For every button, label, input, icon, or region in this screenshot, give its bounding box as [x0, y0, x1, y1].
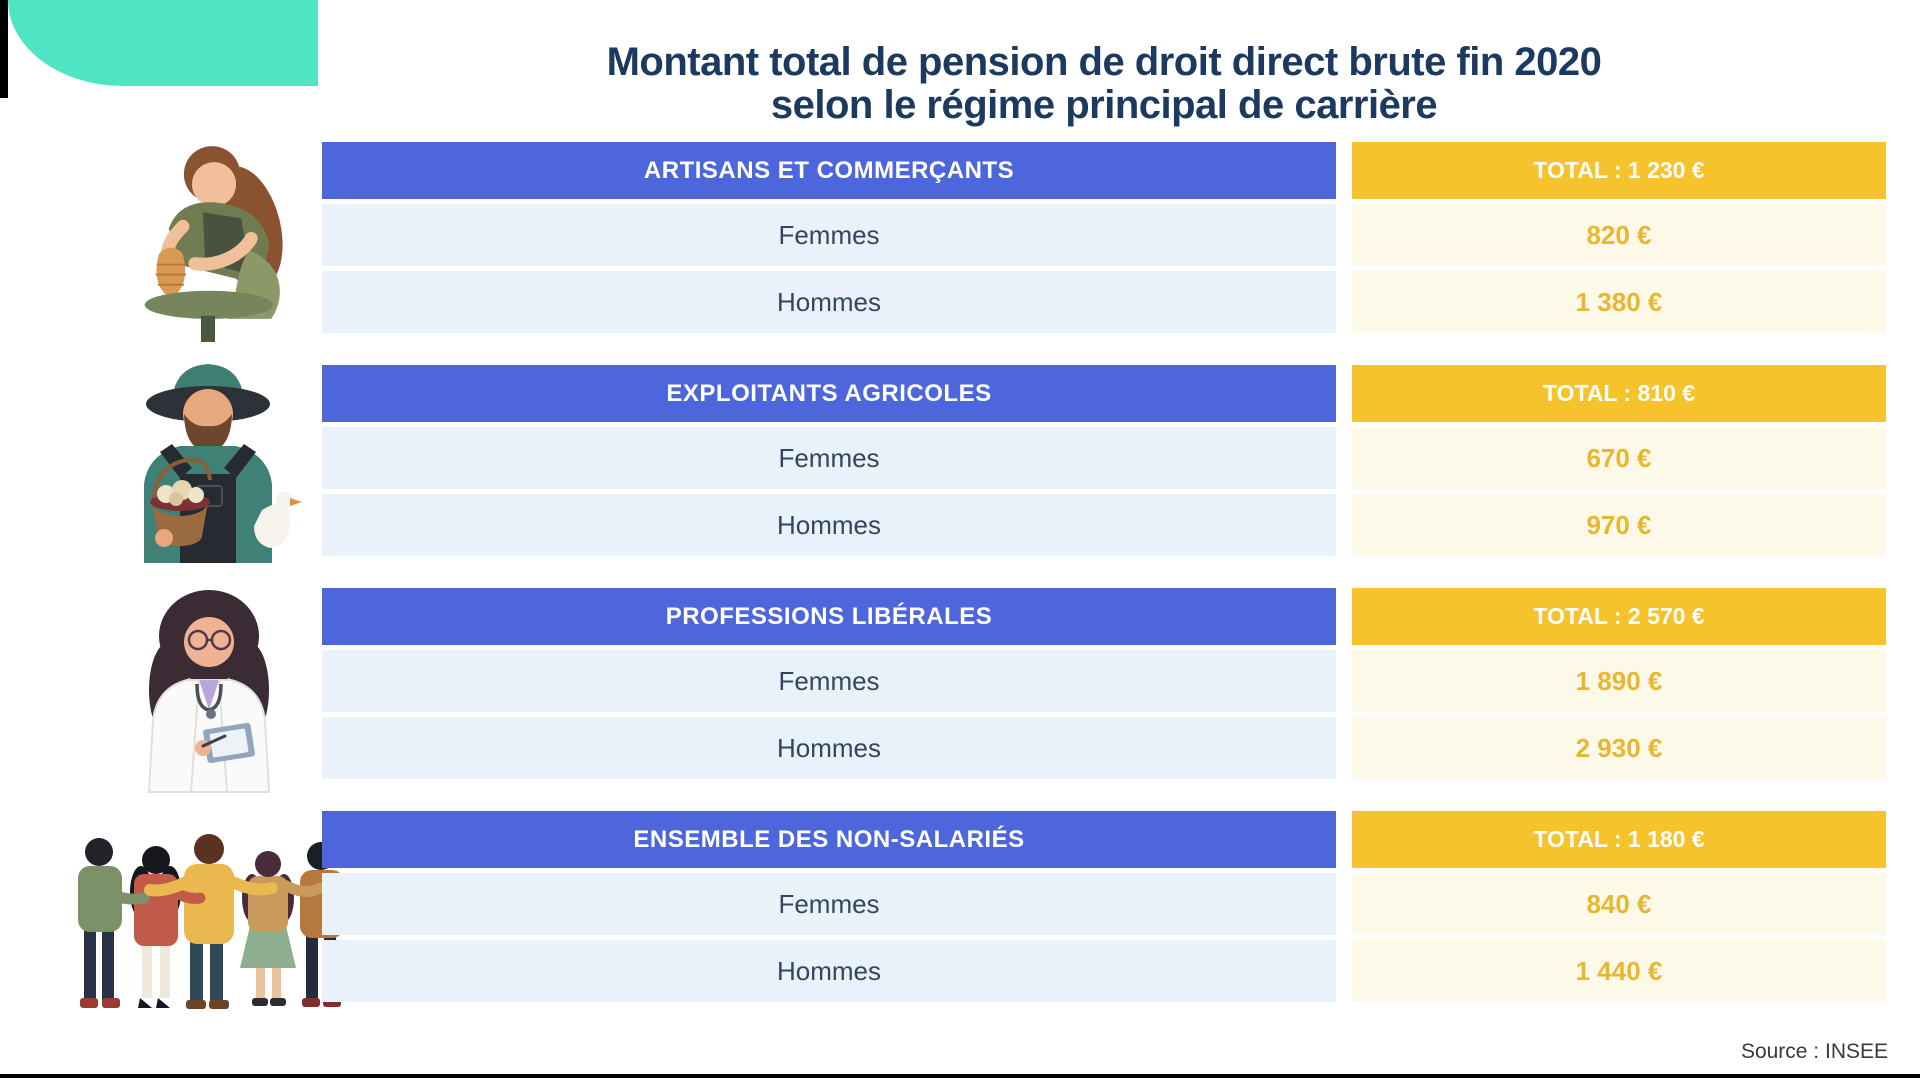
row-label-hommes: Hommes: [322, 940, 1336, 1002]
row-label-hommes: Hommes: [322, 717, 1336, 779]
section-ensemble-des-non-salaries: ENSEMBLE DES NON-SALARIÉS TOTAL : 1 180 …: [322, 811, 1886, 1002]
group-of-people-illustration: [78, 834, 344, 1009]
row-value-hommes: 1 380 €: [1352, 271, 1886, 333]
row-label-hommes: Hommes: [322, 271, 1336, 333]
row-value-hommes: 1 440 €: [1352, 940, 1886, 1002]
bottom-border-line: [0, 1074, 1920, 1078]
doctor-woman-illustration: [147, 590, 271, 793]
row-label-hommes: Hommes: [322, 494, 1336, 556]
row-value-hommes: 2 930 €: [1352, 717, 1886, 779]
row-value-hommes: 970 €: [1352, 494, 1886, 556]
section-total-badge: TOTAL : 1 230 €: [1352, 142, 1886, 199]
sections-container: ARTISANS ET COMMERÇANTS TOTAL : 1 230 € …: [322, 142, 1886, 1034]
row-label-femmes: Femmes: [322, 873, 1336, 935]
section-artisans-et-commercants: ARTISANS ET COMMERÇANTS TOTAL : 1 230 € …: [322, 142, 1886, 333]
potter-woman-illustration: [144, 146, 283, 342]
section-header-bar: PROFESSIONS LIBÉRALES: [322, 588, 1336, 645]
section-total-badge: TOTAL : 2 570 €: [1352, 588, 1886, 645]
row-value-femmes: 1 890 €: [1352, 650, 1886, 712]
section-header-bar: ARTISANS ET COMMERÇANTS: [322, 142, 1336, 199]
page-title: Montant total de pension de droit direct…: [322, 39, 1886, 127]
source-note: Source : INSEE: [1740, 1040, 1888, 1063]
farmer-man-illustration: [144, 364, 302, 563]
row-label-femmes: Femmes: [322, 204, 1336, 266]
row-value-femmes: 820 €: [1352, 204, 1886, 266]
left-border-strip: [0, 0, 8, 98]
section-total-badge: TOTAL : 1 180 €: [1352, 811, 1886, 868]
title-line-1: Montant total de pension de droit direct…: [606, 39, 1602, 84]
section-header-bar: ENSEMBLE DES NON-SALARIÉS: [322, 811, 1336, 868]
row-label-femmes: Femmes: [322, 427, 1336, 489]
section-total-badge: TOTAL : 810 €: [1352, 365, 1886, 422]
row-value-femmes: 670 €: [1352, 427, 1886, 489]
title-line-2: selon le régime principal de carrière: [770, 82, 1438, 127]
row-value-femmes: 840 €: [1352, 873, 1886, 935]
row-label-femmes: Femmes: [322, 650, 1336, 712]
section-exploitants-agricoles: EXPLOITANTS AGRICOLES TOTAL : 810 € Femm…: [322, 365, 1886, 556]
section-header-bar: EXPLOITANTS AGRICOLES: [322, 365, 1336, 422]
teal-corner-shape: [8, 0, 318, 86]
section-professions-liberales: PROFESSIONS LIBÉRALES TOTAL : 2 570 € Fe…: [322, 588, 1886, 779]
